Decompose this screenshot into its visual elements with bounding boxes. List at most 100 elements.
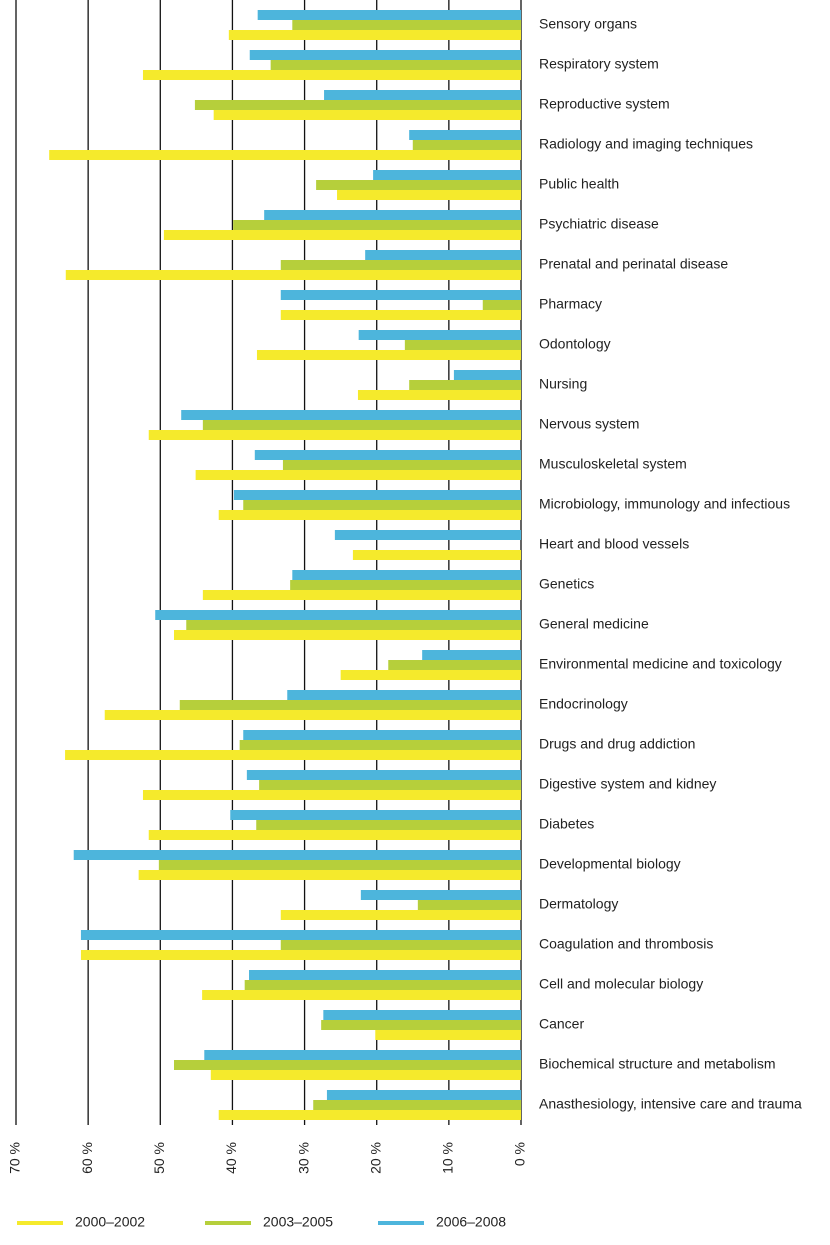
bar <box>210 1070 522 1080</box>
bar <box>482 300 521 310</box>
category-label: Nursing <box>539 376 587 392</box>
legend-label: 2000–2002 <box>75 1214 145 1230</box>
category-label: Diabetes <box>539 816 594 832</box>
bar <box>324 90 521 100</box>
bar <box>375 1030 521 1040</box>
bar <box>138 870 521 880</box>
bar <box>292 20 521 30</box>
bar <box>194 100 521 110</box>
bar <box>337 190 521 200</box>
bar <box>422 650 521 660</box>
category-label: Prenatal and perinatal disease <box>539 256 728 272</box>
x-tick-label: 10 % <box>440 1142 456 1174</box>
bar <box>204 1050 522 1060</box>
x-tick-label: 60 % <box>79 1142 95 1174</box>
bar <box>280 310 521 320</box>
bar <box>321 1020 521 1030</box>
bar <box>148 430 521 440</box>
bar <box>358 330 521 340</box>
x-tick-label: 40 % <box>223 1142 239 1174</box>
bar <box>202 420 521 430</box>
category-label: Drugs and drug addiction <box>539 736 695 752</box>
bar <box>352 550 521 560</box>
x-tick-label: 50 % <box>151 1142 167 1174</box>
category-label: Reproductive system <box>539 96 670 112</box>
bar <box>65 750 522 760</box>
category-label: Sensory organs <box>539 16 637 32</box>
bar <box>280 260 521 270</box>
bar <box>142 790 521 800</box>
bar <box>453 370 521 380</box>
bar <box>357 390 521 400</box>
category-label: Biochemical structure and metabolism <box>539 1056 776 1072</box>
category-label: Cancer <box>539 1016 584 1032</box>
bar <box>280 910 521 920</box>
bar <box>373 170 521 180</box>
bar <box>244 980 521 990</box>
bar <box>186 620 521 630</box>
bar <box>290 580 521 590</box>
category-label: Odontology <box>539 336 611 352</box>
bar <box>80 930 521 940</box>
category-label: Musculoskeletal system <box>539 456 687 472</box>
bar <box>65 270 522 280</box>
bar <box>202 590 521 600</box>
bar <box>233 220 521 230</box>
bar <box>365 250 521 260</box>
category-label: Heart and blood vessels <box>539 536 689 552</box>
bar <box>179 700 521 710</box>
category-label: Public health <box>539 176 619 192</box>
bar <box>323 1010 521 1020</box>
category-label: Endocrinology <box>539 696 628 712</box>
bar <box>257 10 521 20</box>
bar <box>282 460 521 470</box>
bar <box>404 340 521 350</box>
x-tick-label: 30 % <box>295 1142 311 1174</box>
bar <box>409 130 521 140</box>
bar <box>142 70 521 80</box>
category-label: Psychiatric disease <box>539 216 659 232</box>
bar <box>246 770 521 780</box>
category-label: Respiratory system <box>539 56 659 72</box>
bar <box>280 940 521 950</box>
bar <box>243 730 521 740</box>
category-label: Nervous system <box>539 416 639 432</box>
bar <box>163 230 521 240</box>
bar <box>218 510 521 520</box>
bar <box>173 630 521 640</box>
category-label: Cell and molecular biology <box>539 976 703 992</box>
bar <box>254 450 522 460</box>
bar <box>173 1060 521 1070</box>
bar <box>213 110 521 120</box>
category-label: Coagulation and thrombosis <box>539 936 713 952</box>
category-label: Digestive system and kidney <box>539 776 716 792</box>
bar <box>202 990 521 1000</box>
bar <box>259 780 521 790</box>
bar <box>334 530 521 540</box>
category-label: Environmental medicine and toxicology <box>539 656 782 672</box>
bar <box>256 350 521 360</box>
bar <box>292 570 521 580</box>
category-label: General medicine <box>539 616 649 632</box>
bar <box>73 850 521 860</box>
bar <box>360 890 521 900</box>
category-label: Developmental biology <box>539 856 681 872</box>
bar <box>230 810 521 820</box>
bar <box>409 380 521 390</box>
bar <box>256 820 521 830</box>
category-label: Microbiology, immunology and infectious <box>539 496 790 512</box>
bar <box>249 50 521 60</box>
bar <box>155 610 521 620</box>
bar <box>313 1100 521 1110</box>
bar <box>412 140 521 150</box>
bar <box>243 500 521 510</box>
bar <box>233 490 521 500</box>
legend-label: 2003–2005 <box>263 1214 333 1230</box>
bar <box>287 690 521 700</box>
category-label: Genetics <box>539 576 594 592</box>
bar <box>218 1110 521 1120</box>
x-tick-label: 70 % <box>7 1142 23 1174</box>
bar <box>195 470 521 480</box>
bar <box>340 670 521 680</box>
bar <box>264 210 521 220</box>
